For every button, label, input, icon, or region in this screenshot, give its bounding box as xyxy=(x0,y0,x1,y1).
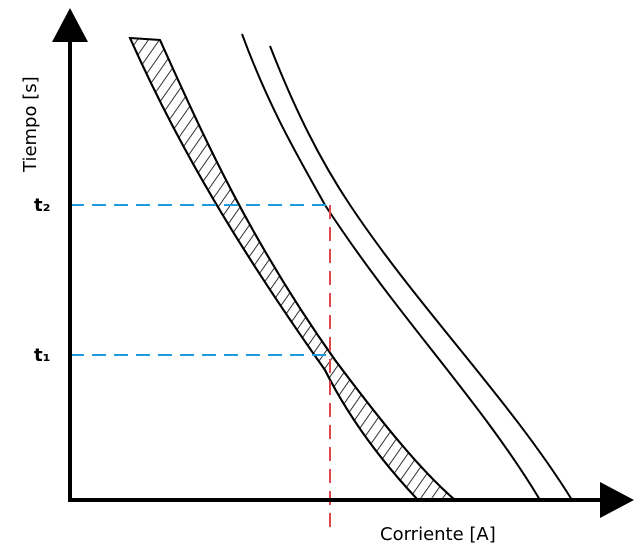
x-axis-arrow-icon xyxy=(600,482,634,518)
x-axis-label: Corriente [A] xyxy=(380,524,496,545)
fuse-band-right-curve xyxy=(159,39,456,501)
t1-label: t₁ xyxy=(34,345,51,366)
t2-label: t₂ xyxy=(34,195,51,216)
fuse-band-hatched xyxy=(128,36,458,501)
device-curve-outer xyxy=(269,45,573,501)
y-axis-label: Tiempo [s] xyxy=(20,76,41,173)
device-curve-inner xyxy=(241,33,541,501)
y-axis-arrow-icon xyxy=(52,8,88,42)
fuse-band-left-curve xyxy=(129,37,419,501)
